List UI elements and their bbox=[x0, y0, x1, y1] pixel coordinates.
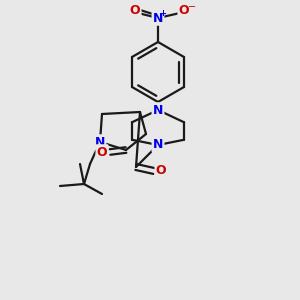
Text: O: O bbox=[97, 146, 107, 158]
Text: N: N bbox=[153, 139, 163, 152]
Text: O: O bbox=[130, 4, 140, 17]
Text: +: + bbox=[160, 8, 167, 17]
Text: N: N bbox=[153, 103, 163, 116]
Text: −: − bbox=[188, 2, 196, 12]
Text: O: O bbox=[156, 164, 166, 178]
Text: N: N bbox=[95, 136, 105, 148]
Text: O: O bbox=[179, 4, 189, 17]
Text: N: N bbox=[153, 11, 163, 25]
